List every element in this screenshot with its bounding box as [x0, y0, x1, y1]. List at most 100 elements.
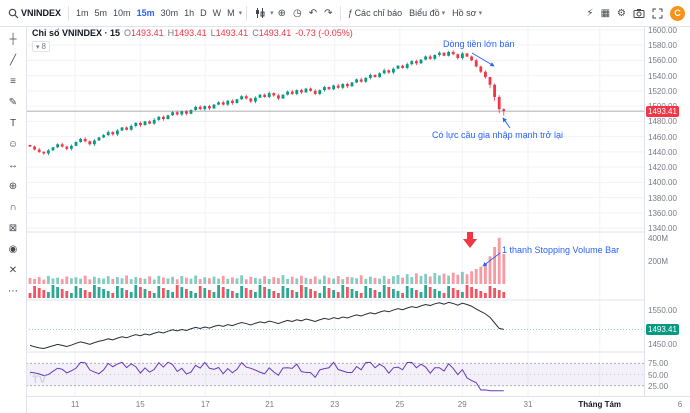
line-tick: 1450.00	[648, 340, 677, 350]
high-value: 1493.41	[174, 28, 207, 38]
chart-area[interactable]: Chỉ số VNINDEX · 15 O1493.41 H1493.41 L1…	[26, 26, 644, 397]
timeframe-5m[interactable]: 5m	[94, 8, 108, 18]
eye-icon[interactable]: ◉	[8, 243, 18, 255]
chevron-down-icon: ▾	[441, 10, 446, 17]
toolbar-separator	[68, 5, 70, 21]
volume-tick: 200M	[648, 256, 669, 266]
lock-icon[interactable]: ⊠	[8, 222, 18, 234]
trendline-icon[interactable]: ╱	[9, 54, 17, 66]
osc-tick: 75.00	[648, 359, 669, 369]
timeframe-30m[interactable]: 30m	[160, 8, 179, 18]
price-tick: 1400.00	[648, 178, 677, 188]
indicators-label: Các chỉ báo	[354, 8, 403, 18]
osc-tick: 50.00	[648, 370, 669, 380]
drawing-toolbar: ┼ ╱ ≡ ✎ T ☺ ↔ ⊕ ∩ ⊠ ◉ ✕ ⋯	[0, 26, 27, 413]
open-value: 1493.41	[131, 28, 164, 38]
measure-icon[interactable]: ↔	[8, 159, 18, 171]
top-toolbar: VNINDEX 1m 5m 10m 15m 30m 1h D W M ▾ ▾ ⊕ ◷ ↶ ↷ ƒ…	[0, 0, 690, 27]
brush-icon[interactable]: ✎	[8, 96, 18, 108]
tradingview-logo[interactable]: TV	[32, 374, 47, 386]
timeframe-10m[interactable]: 10m	[113, 8, 131, 18]
fx-icon: ƒ	[347, 8, 353, 18]
time-label: 21	[265, 400, 275, 409]
camera-icon[interactable]	[630, 7, 648, 19]
symbol-search[interactable]: VNINDEX	[5, 6, 64, 21]
layout-label: Biểu đồ	[409, 8, 440, 18]
magnet-icon[interactable]: ∩	[9, 201, 17, 213]
profile-button[interactable]: Hồ sơ ▾	[449, 6, 485, 20]
close-label: C	[252, 28, 259, 38]
stopping-volume-text[interactable]: 1 thanh Stopping Volume Bar	[502, 245, 620, 255]
time-label: 6	[677, 400, 683, 409]
price-tick: 1480.00	[648, 117, 677, 127]
candle-style-glyph	[256, 8, 265, 18]
compare-icon[interactable]: ⊕	[277, 7, 287, 19]
indicators-collapsed-chip[interactable]: ▾ 8	[32, 41, 50, 52]
lightning-icon[interactable]: ⚡	[586, 7, 594, 19]
more-icon[interactable]: ⋯	[8, 285, 18, 297]
osc-tick: 25.00	[648, 381, 669, 391]
layout-button[interactable]: Biểu đồ ▾	[406, 6, 448, 20]
fib-retracement-icon[interactable]: ≡	[10, 75, 16, 87]
change-value: -0.73 (-0.05%)	[295, 28, 353, 38]
profile-label: Hồ sơ	[452, 8, 477, 18]
price-chart-svg[interactable]	[26, 26, 644, 397]
emoji-icon[interactable]: ☺	[7, 138, 19, 150]
close-value: 1493.41	[258, 28, 292, 38]
chart-title[interactable]: Chỉ số VNINDEX · 15	[32, 28, 121, 38]
line-price-badge: 1493.41	[646, 324, 679, 336]
zoom-icon[interactable]: ⊕	[8, 180, 18, 192]
time-label: 15	[135, 400, 145, 409]
price-tick: 1340.00	[648, 224, 677, 234]
timeframe-1m[interactable]: 1m	[76, 8, 89, 18]
candle-style-icon[interactable]	[251, 6, 269, 20]
fullscreen-icon[interactable]	[649, 7, 666, 20]
price-tick: 1420.00	[648, 163, 677, 173]
undo-icon[interactable]: ↶	[308, 7, 318, 19]
chevron-down-icon[interactable]: ▾	[238, 10, 243, 17]
toolbar-separator	[246, 5, 248, 21]
toolbar-separator	[339, 5, 341, 21]
chevron-down-icon: ▾	[36, 43, 40, 51]
time-label: 29	[457, 400, 467, 409]
camera-glyph	[633, 9, 645, 18]
sell-annotation-text[interactable]: Dòng tiền lớn bán	[443, 39, 515, 49]
timeframe-D[interactable]: D	[200, 8, 207, 18]
search-icon	[8, 8, 19, 18]
price-tick: 1360.00	[648, 208, 677, 218]
fullscreen-glyph	[652, 8, 663, 18]
time-label: 31	[523, 400, 533, 409]
layout-grid-icon[interactable]: ▦	[600, 7, 611, 19]
price-tick: 1380.00	[648, 193, 677, 203]
timeframe-M[interactable]: M	[227, 8, 235, 18]
chevron-down-icon[interactable]: ▾	[270, 10, 274, 17]
indicators-count: 8	[41, 42, 46, 51]
trash-icon[interactable]: ✕	[8, 264, 18, 276]
timeframe-W[interactable]: W	[212, 8, 222, 18]
price-tick: 1580.00	[648, 41, 677, 51]
text-tool-icon[interactable]: T	[9, 117, 17, 129]
timeframe-15m[interactable]: 15m	[136, 8, 155, 18]
symbol-label: VNINDEX	[21, 8, 62, 18]
redo-icon[interactable]: ↷	[324, 7, 333, 19]
price-badge: 1493.41	[646, 106, 679, 118]
low-value: 1493.41	[215, 28, 249, 38]
price-tick: 1540.00	[648, 71, 677, 81]
timeframe-1h[interactable]: 1h	[184, 8, 195, 18]
price-axis[interactable]: 1600.001580.001560.001540.001520.001500.…	[644, 26, 690, 397]
price-tick: 1520.00	[648, 86, 677, 96]
time-axis[interactable]: 11 15 17 21 23 25 29 31 Tháng Tám 6	[26, 396, 690, 413]
chart-legend: Chỉ số VNINDEX · 15 O1493.41 H1493.41 L1…	[32, 28, 353, 38]
account-avatar[interactable]: C	[670, 5, 685, 21]
alert-clock-icon[interactable]: ◷	[293, 7, 302, 19]
crosshair-icon[interactable]: ┼	[9, 33, 17, 45]
volume-tick: 400M	[648, 233, 669, 243]
chevron-down-icon: ▾	[478, 10, 483, 17]
timeframe-group: 1m 5m 10m 15m 30m 1h D W M	[73, 6, 238, 20]
indicators-button[interactable]: ƒ Các chỉ báo	[345, 6, 406, 20]
settings-gear-icon[interactable]: ⚙	[617, 7, 626, 19]
time-label: 25	[395, 400, 405, 409]
price-tick: 1460.00	[648, 132, 677, 142]
buy-annotation-text[interactable]: Có lực cầu gia nhập mạnh trở lại	[432, 130, 563, 140]
